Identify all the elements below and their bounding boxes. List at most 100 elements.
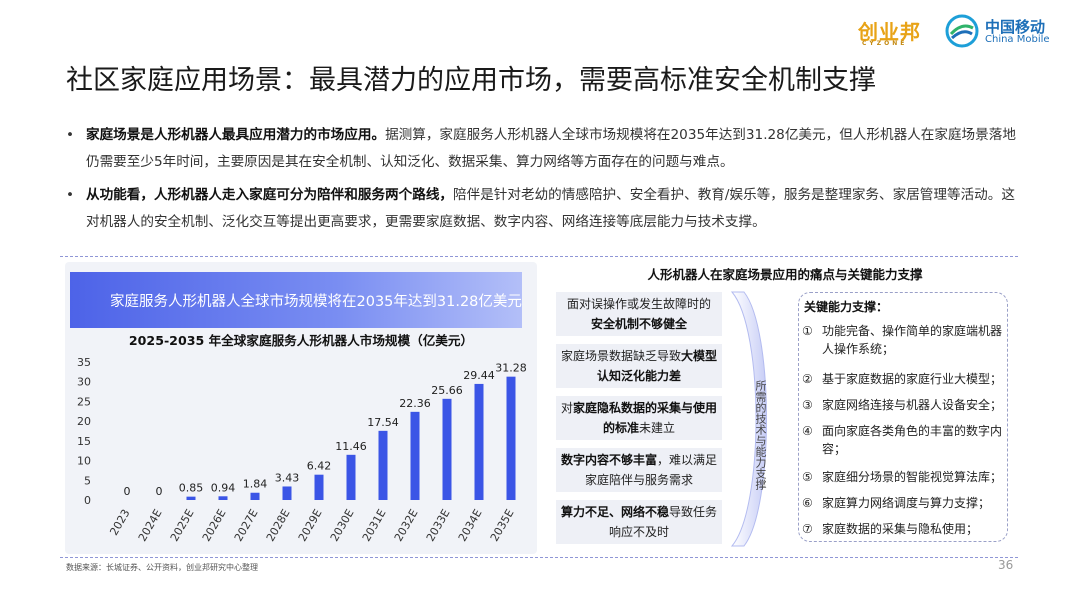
bullet-item: • 从功能看，人形机器人走入家庭可分为陪伴和服务两个路线，陪伴是针对老幼的情感陪… <box>66 182 1024 236</box>
item-number: ② <box>802 372 813 386</box>
bar-2028E <box>282 486 292 500</box>
pain-point-post: 导致任务响应不及时 <box>608 505 718 539</box>
key-capability-item: ③ 家庭网络连接与机器人设备安全； <box>802 396 1002 414</box>
data-label: 0.94 <box>211 481 236 494</box>
key-capabilities-box <box>798 292 1008 542</box>
item-text: 家庭细分场景的智能视觉算法库； <box>822 470 1003 484</box>
bar-2026E <box>218 496 228 500</box>
data-label: 3.43 <box>275 471 300 484</box>
item-text: 面向家庭各类角色的丰富的数字内容； <box>822 424 1003 456</box>
x-tick-label: 2023 <box>107 507 132 538</box>
data-label: 29.44 <box>463 369 495 382</box>
data-label: 11.46 <box>335 440 367 453</box>
item-number: ⑦ <box>802 522 813 536</box>
bullet-text: 据测算，家庭服务人形机器人全球市场规模将在2035年达到31.28亿美元，但人形… <box>86 127 1016 170</box>
item-text: 家庭算力网络调度与算力支撑； <box>822 496 991 510</box>
y-tick-label: 0 <box>84 494 91 507</box>
x-tick-label: 2033E <box>424 507 453 544</box>
x-tick-label: 2026E <box>200 507 229 544</box>
pain-point-card: 家庭场景数据缺乏导致大模型认知泛化能力差 <box>556 344 722 388</box>
curly-brace-icon <box>730 291 767 547</box>
item-text: 基于家庭数据的家庭行业大模型； <box>822 372 1003 386</box>
panel-divider <box>60 256 1018 558</box>
bullet-dot-icon: • <box>66 127 75 143</box>
bar-2034E <box>474 383 484 500</box>
y-tick-label: 10 <box>77 455 91 468</box>
key-capabilities-heading: 关键能力支撑： <box>804 300 889 314</box>
bar-2029E <box>314 474 324 500</box>
bullet-item: • 家庭场景是人形机器人最具应用潜力的市场应用。据测算，家庭服务人形机器人全球市… <box>66 122 1024 176</box>
pain-point-bold: 安全机制不够健全 <box>590 317 687 331</box>
key-capability-item: ① 功能完备、操作简单的家庭端机器人操作系统； <box>802 322 1002 358</box>
pain-point-card: 数字内容不够丰富，难以满足家庭陪伴与服务需求 <box>556 448 722 492</box>
key-capability-item: ⑤ 家庭细分场景的智能视觉算法库； <box>802 468 1002 486</box>
item-number: ③ <box>802 398 813 412</box>
china-mobile-logo-text: 中国移动 <box>985 18 1046 36</box>
pain-point-post: 未建立 <box>639 421 676 435</box>
bullet-list: • 家庭场景是人形机器人最具应用潜力的市场应用。据测算，家庭服务人形机器人全球市… <box>66 122 1024 242</box>
bar-2030E <box>346 454 356 500</box>
page-number: 36 <box>998 558 1014 572</box>
pain-point-card: 面对误操作或发生故障时的 安全机制不够健全 <box>556 292 722 336</box>
x-tick-label: 2029E <box>296 507 325 544</box>
item-number: ⑥ <box>802 496 813 510</box>
vertical-label: 所需的技术与能力支撑 <box>754 380 767 490</box>
pain-point-bold: 算力不足、网络不稳 <box>560 505 669 519</box>
item-number: ④ <box>802 424 813 438</box>
data-label: 25.66 <box>431 384 463 397</box>
x-tick-label: 2034E <box>456 507 485 544</box>
data-source: 数据来源：长城证券、公开资料，创业邦研究中心整理 <box>66 563 258 572</box>
bullet-dot-icon: • <box>66 187 75 203</box>
x-tick-label: 2025E <box>168 507 197 544</box>
pain-point-bold: 大模型认知泛化能力差 <box>596 349 718 383</box>
x-tick-label: 2032E <box>392 507 421 544</box>
y-tick-label: 30 <box>77 376 91 389</box>
item-number: ① <box>802 324 813 338</box>
data-label: 22.36 <box>399 397 431 410</box>
pain-point-pre: 面对误操作或发生故障时的 <box>566 297 711 311</box>
pain-point-bold: 家庭隐私数据的采集与使用的标准 <box>573 401 718 435</box>
x-tick-label: 2035E <box>488 507 517 544</box>
pain-point-card: 算力不足、网络不稳导致任务响应不及时 <box>556 500 722 544</box>
data-label: 31.28 <box>495 362 527 375</box>
pain-point-pre: 家庭场景数据缺乏导致 <box>560 349 681 363</box>
cyzone-logo-text: 创业邦 <box>858 20 921 44</box>
data-label: 17.54 <box>367 416 399 429</box>
x-tick-label: 2027E <box>232 507 261 544</box>
key-capability-item: ② 基于家庭数据的家庭行业大模型； <box>802 370 1002 388</box>
key-capability-item: ⑥ 家庭算力网络调度与算力支撑； <box>802 494 1002 512</box>
pain-point-post: ，难以满足家庭陪伴与服务需求 <box>584 453 718 487</box>
y-tick-label: 5 <box>84 474 91 487</box>
item-text: 家庭数据的采集与隐私使用； <box>822 522 979 536</box>
item-number: ⑤ <box>802 470 813 484</box>
china-mobile-swirl-icon <box>945 14 979 48</box>
bar-2027E <box>250 492 260 500</box>
bullet-text: 陪伴是针对老幼的情感陪护、安全看护、教育/娱乐等，服务是整理家务、家居管理等活动… <box>86 187 1015 230</box>
y-tick-label: 35 <box>77 356 91 369</box>
item-text: 功能完备、操作简单的家庭端机器人操作系统； <box>822 324 1003 356</box>
x-tick-label: 2028E <box>264 507 293 544</box>
page-title: 社区家庭应用场景：最具潜力的应用市场，需要高标准安全机制支撑 <box>66 65 876 96</box>
x-tick-label: 2031E <box>360 507 389 544</box>
bullet-bold: 从功能看，人形机器人走入家庭可分为陪伴和服务两个路线， <box>86 187 454 203</box>
x-tick-label: 2024E <box>136 507 165 544</box>
bar-2032E <box>410 411 420 500</box>
right-panel-title: 人形机器人在家庭场景应用的痛点与关键能力支撑 <box>647 267 923 282</box>
pain-point-bold: 数字内容不够丰富 <box>560 453 657 467</box>
y-tick-label: 25 <box>77 395 91 408</box>
item-text: 家庭网络连接与机器人设备安全； <box>822 398 1003 412</box>
key-capability-item: ④ 面向家庭各类角色的丰富的数字内容； <box>802 422 1002 458</box>
bullet-bold: 家庭场景是人形机器人最具应用潜力的市场应用。 <box>86 127 386 143</box>
chart-title: 2025-2035 年全球家庭服务人形机器人市场规模（亿美元） <box>128 333 474 348</box>
bar-2025E <box>186 496 196 500</box>
data-label: 6.42 <box>307 460 332 473</box>
china-mobile-logo: 中国移动 China Mobile <box>945 14 1060 50</box>
bar-2035E <box>506 376 516 500</box>
bar-2033E <box>442 398 452 500</box>
bar-2031E <box>378 430 388 500</box>
x-tick-label: 2030E <box>328 507 357 544</box>
pain-point-card: 对家庭隐私数据的采集与使用的标准未建立 <box>556 396 722 440</box>
pain-point-pre: 对 <box>560 401 573 415</box>
key-capability-item: ⑦ 家庭数据的采集与隐私使用； <box>802 520 1002 538</box>
bar-chart: 0 5 10 15 20 25 30 35 0 2023 0 2024E 0.85 2025E 0.94 20… <box>77 356 527 544</box>
